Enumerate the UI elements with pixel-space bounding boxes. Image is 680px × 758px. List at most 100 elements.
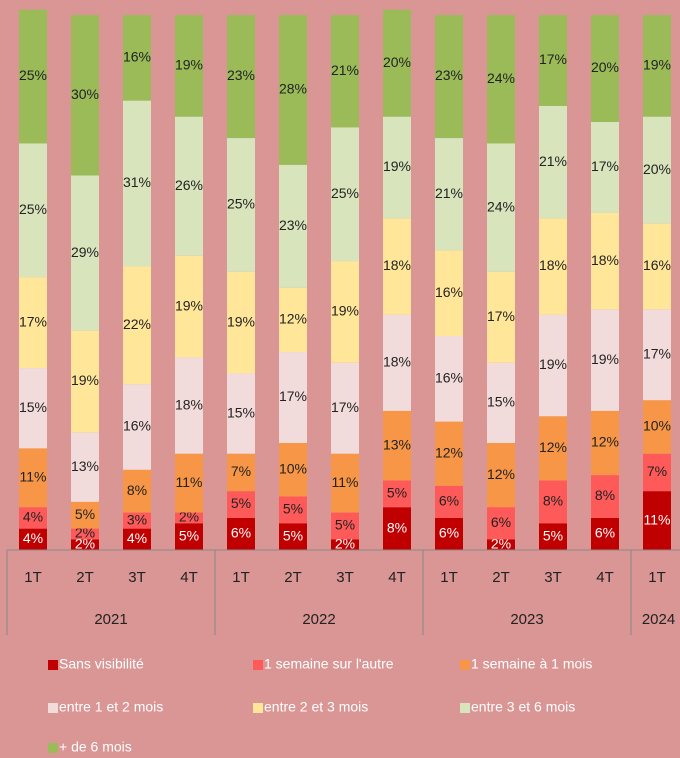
data-label: 15% bbox=[19, 399, 47, 415]
bar-segment bbox=[643, 116, 671, 224]
x-tick-label: 1T bbox=[648, 569, 666, 586]
data-label: 17% bbox=[331, 399, 359, 415]
bar-segment bbox=[591, 122, 619, 213]
bar-segment bbox=[123, 384, 151, 470]
bar-segment bbox=[19, 507, 47, 529]
bar-segment bbox=[383, 410, 411, 481]
data-label: 19% bbox=[383, 158, 411, 174]
bar-segment bbox=[435, 421, 463, 486]
bar-segment bbox=[331, 539, 359, 550]
bar-segment bbox=[279, 287, 307, 353]
data-label: 21% bbox=[539, 153, 567, 169]
bar-segment bbox=[227, 271, 255, 374]
group-label: 2021 bbox=[94, 611, 127, 628]
bar-segment bbox=[331, 127, 359, 262]
bar-segment bbox=[331, 261, 359, 363]
data-label: 5% bbox=[335, 517, 355, 533]
data-label: 23% bbox=[227, 67, 255, 83]
data-label: 8% bbox=[543, 493, 563, 509]
bar-segment bbox=[383, 480, 411, 508]
bar-segment bbox=[123, 266, 151, 385]
bar-segment bbox=[643, 400, 671, 454]
data-label: 24% bbox=[487, 198, 515, 214]
bar-segment bbox=[71, 432, 99, 502]
data-label: 7% bbox=[647, 463, 667, 479]
bar-segment bbox=[19, 368, 47, 449]
bar-segment bbox=[71, 539, 99, 550]
data-label: 4% bbox=[23, 509, 43, 525]
data-label: 19% bbox=[643, 57, 671, 73]
bar-segment bbox=[643, 223, 671, 310]
legend-swatch bbox=[48, 660, 58, 670]
data-label: 10% bbox=[279, 460, 307, 476]
data-label: 6% bbox=[439, 525, 459, 541]
data-label: 18% bbox=[383, 257, 411, 273]
bar-segment bbox=[435, 485, 463, 518]
bar-segment bbox=[19, 528, 47, 550]
data-label: 16% bbox=[643, 257, 671, 273]
bar-segment bbox=[19, 277, 47, 369]
data-label: 19% bbox=[331, 303, 359, 319]
bar-segment bbox=[435, 517, 463, 550]
bar-segment bbox=[487, 271, 515, 363]
bar-segment bbox=[435, 336, 463, 422]
bar-segment bbox=[435, 250, 463, 336]
bar-segment bbox=[487, 539, 515, 550]
bar-segment bbox=[331, 453, 359, 513]
bar-segment bbox=[539, 15, 567, 106]
bar-segment bbox=[643, 453, 671, 492]
legend-label: Sans visibilité bbox=[59, 656, 144, 672]
data-label: 16% bbox=[435, 284, 463, 300]
legend-label: entre 3 et 6 mois bbox=[471, 699, 575, 715]
legend-swatch bbox=[253, 703, 263, 713]
data-label: 12% bbox=[591, 434, 619, 450]
data-label: 25% bbox=[19, 201, 47, 217]
data-label: 5% bbox=[387, 485, 407, 501]
x-tick-label: 4T bbox=[180, 569, 198, 586]
data-label: 19% bbox=[539, 356, 567, 372]
x-tick-label: 2T bbox=[284, 569, 302, 586]
bar-segment bbox=[643, 15, 671, 117]
data-label: 15% bbox=[227, 404, 255, 420]
data-label: 19% bbox=[175, 297, 203, 313]
bar-segment bbox=[279, 15, 307, 165]
bar-segment bbox=[227, 453, 255, 492]
data-label: 19% bbox=[71, 372, 99, 388]
data-label: 22% bbox=[123, 316, 151, 332]
data-label: 25% bbox=[331, 185, 359, 201]
data-label: 31% bbox=[123, 174, 151, 190]
data-label: 16% bbox=[123, 49, 151, 65]
x-tick-label: 4T bbox=[596, 569, 614, 586]
legend-label: 1 semaine sur l'autre bbox=[264, 656, 394, 672]
data-label: 5% bbox=[283, 527, 303, 543]
bar-segment bbox=[487, 362, 515, 443]
data-label: 7% bbox=[231, 463, 251, 479]
bar-segment bbox=[539, 523, 567, 550]
data-label: 2% bbox=[75, 535, 95, 551]
data-label: 11% bbox=[176, 474, 203, 490]
bar-segment bbox=[539, 416, 567, 481]
x-tick-label: 3T bbox=[544, 569, 562, 586]
data-label: 18% bbox=[539, 257, 567, 273]
bar-segment bbox=[71, 528, 99, 540]
bar-segment bbox=[227, 373, 255, 454]
data-label: 21% bbox=[435, 185, 463, 201]
data-label: 10% bbox=[643, 418, 671, 434]
data-label: 4% bbox=[23, 530, 43, 546]
bar-segment bbox=[331, 15, 359, 128]
bar-segment bbox=[175, 357, 203, 454]
bar-segment bbox=[435, 15, 463, 139]
data-label: 20% bbox=[643, 161, 671, 177]
data-label: 25% bbox=[19, 67, 47, 83]
legend-swatch bbox=[253, 660, 263, 670]
bar-segment bbox=[19, 9, 47, 144]
bar-segment bbox=[227, 491, 255, 518]
data-label: 3% bbox=[127, 511, 147, 527]
bar-segment bbox=[279, 164, 307, 288]
data-label: 11% bbox=[20, 468, 47, 484]
data-label: 5% bbox=[231, 495, 251, 511]
data-label: 21% bbox=[331, 62, 359, 78]
bar-segment bbox=[643, 491, 671, 550]
data-label: 5% bbox=[283, 501, 303, 517]
bar-segment bbox=[331, 362, 359, 454]
